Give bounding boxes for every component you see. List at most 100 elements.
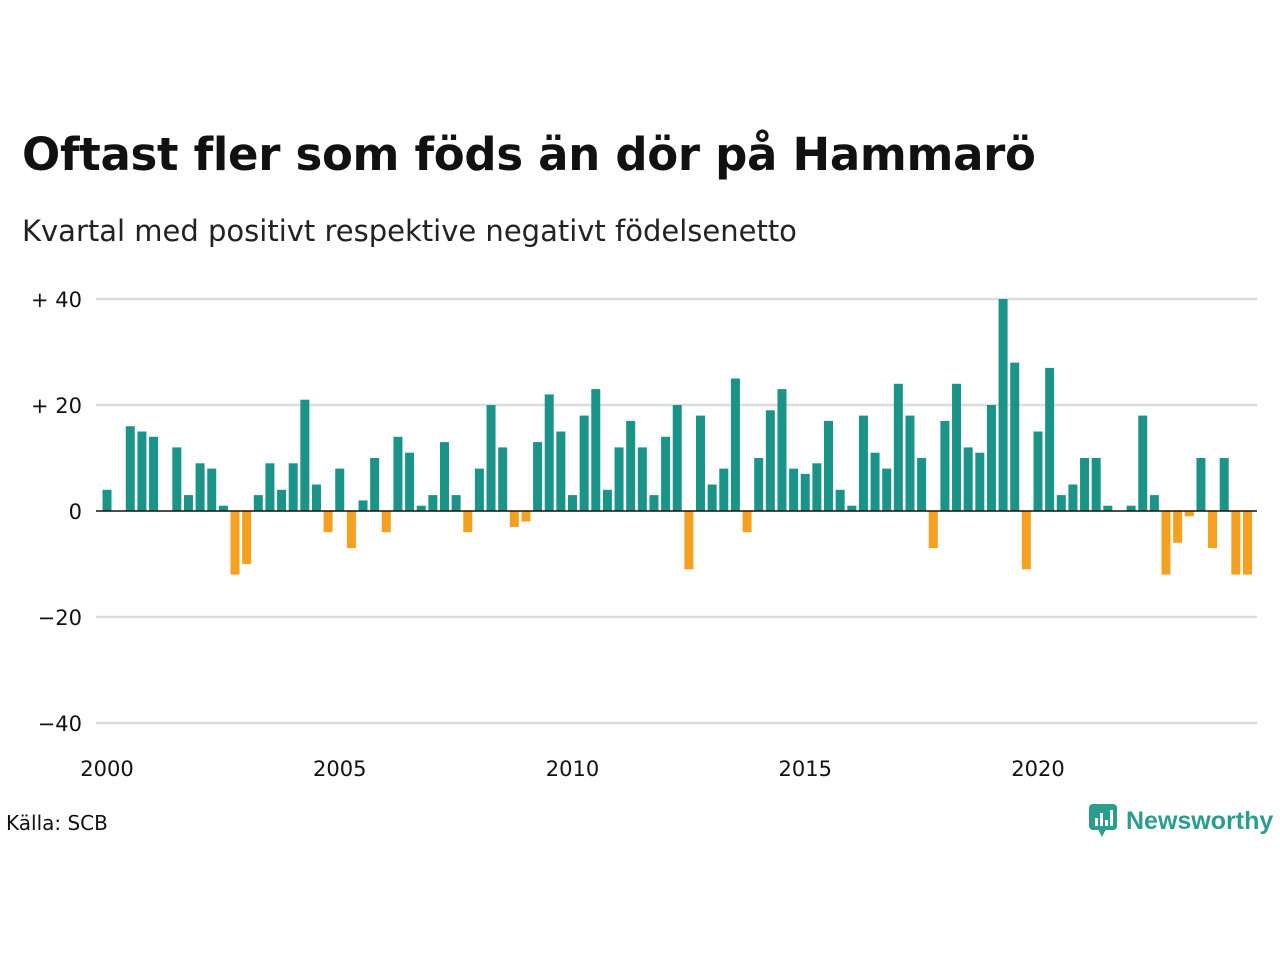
y-tick-label: −40 [38,712,82,736]
bar-q40 [568,495,577,511]
x-tick-label: 2000 [80,757,133,781]
bar-q92 [1173,511,1183,543]
x-tick-label: 2010 [546,757,599,781]
bar-q53 [719,468,729,511]
bar-q19 [323,511,333,533]
bar-q16 [288,463,298,511]
bar-q13 [253,495,263,511]
bar-q51 [696,415,706,511]
bar-q64 [847,505,857,511]
bar-q4 [149,436,159,511]
bar-q67 [882,468,892,511]
bar-q86 [1103,505,1113,511]
bar-q56 [754,458,764,511]
bar-q98 [1242,511,1252,575]
bar-q32 [474,468,484,511]
bar-q34 [498,447,508,511]
bar-q47 [649,495,659,511]
brand-name: Newsworthy [1126,806,1274,835]
bar-q45 [626,420,636,511]
bar-q91 [1161,511,1171,575]
bar-q93 [1184,511,1194,517]
bar-q33 [486,405,496,511]
bar-q38 [544,394,554,511]
bar-q76 [986,405,996,511]
bar-q48 [661,436,671,511]
bar-q78 [1010,362,1020,511]
bar-q65 [858,415,868,511]
bar-q29 [439,442,449,511]
bar-q7 [183,495,193,511]
bar-q84 [1080,458,1090,511]
x-tick-label: 2005 [313,757,366,781]
bar-q50 [684,511,694,570]
bar-q77 [998,299,1008,511]
bars [102,299,1252,575]
bar-q68 [893,383,903,511]
bar-q66 [870,452,880,511]
bar-q97 [1231,511,1241,575]
bar-q24 [381,511,391,533]
bar-q35 [509,511,519,527]
x-tick-label: 2015 [779,757,832,781]
bar-q73 [952,383,962,511]
bar-q95 [1208,511,1218,549]
y-tick-label: + 20 [31,394,82,418]
gridlines [96,297,1257,725]
y-tick-label: 0 [69,500,82,524]
bar-q25 [393,436,403,511]
bar-q20 [335,468,345,511]
bar-q12 [242,511,252,564]
newsworthy-logo-icon [1089,804,1117,837]
bar-q2 [125,426,135,511]
bar-q17 [300,399,310,511]
bar-q14 [265,463,275,511]
bar-q63 [835,489,845,511]
bar-q42 [591,389,601,511]
bar-q15 [277,489,287,511]
bar-q46 [637,447,647,511]
newsworthy-brand: Newsworthy [1088,803,1273,839]
bar-q89 [1138,415,1148,511]
bar-q21 [346,511,356,549]
bar-q23 [370,458,380,511]
axes: + 40 + 20 0 −20 −40 2000 2005 2010 2015 2020 [31,288,1257,781]
chart-subtitle: Kvartal med positivt respektive negativt… [22,214,797,248]
bar-q28 [428,495,438,511]
bar-q79 [1021,511,1031,570]
bar-q55 [742,511,752,533]
bar-q58 [777,389,787,511]
y-tick-label: + 40 [31,288,82,312]
bar-q96 [1219,458,1229,511]
bar-q80 [1033,431,1043,511]
bar-q39 [556,431,566,511]
bar-q11 [230,511,240,575]
bar-q62 [824,420,834,511]
bar-q10 [218,505,228,511]
bar-q18 [311,484,321,511]
bar-q54 [730,378,740,511]
source-note: Källa: SCB [6,811,108,835]
bar-q26 [405,452,415,511]
bar-q81 [1045,367,1055,511]
bar-q71 [928,511,938,549]
bar-q27 [416,505,426,511]
bar-q61 [812,463,822,511]
bar-q6 [172,447,182,511]
bar-q9 [207,468,217,511]
x-tick-label: 2020 [1011,757,1064,781]
bar-q70 [917,458,927,511]
y-tick-label: −20 [38,606,82,630]
bar-q60 [800,473,810,511]
bar-q88 [1126,505,1136,511]
bar-q72 [940,420,950,511]
bar-q31 [463,511,473,533]
bar-q30 [451,495,461,511]
bar-q41 [579,415,589,511]
bar-q74 [963,447,973,511]
bar-q75 [975,452,985,511]
bar-q44 [614,447,624,511]
bar-q0 [102,489,112,511]
bar-q85 [1091,458,1101,511]
bar-q8 [195,463,205,511]
